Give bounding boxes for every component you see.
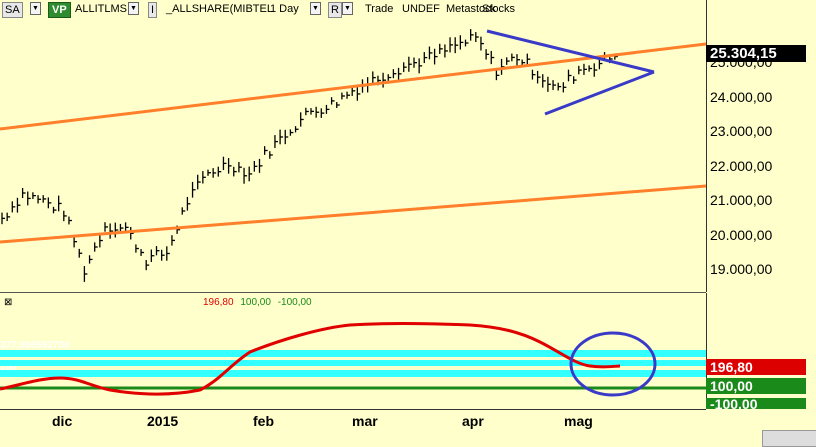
r-button[interactable]: R (328, 2, 342, 18)
triangle-upper-line[interactable] (486, 29, 655, 74)
oscillator-header: ⊠ 196,80 100,00 -100,00 (4, 297, 312, 308)
upper-trendline[interactable] (0, 42, 706, 131)
time-label: mar (352, 413, 378, 429)
osc-overlay-text-2: 100 (0, 362, 17, 373)
symbol-label[interactable]: ALLITLMS (75, 3, 127, 15)
r-dropdown-icon[interactable]: ▼ (342, 2, 353, 16)
lower-trendline[interactable] (0, 184, 706, 244)
osc-upper-badge: 100,00 (706, 378, 806, 394)
osc-value-badge: 196,80 (706, 359, 806, 375)
osc-band-mid (0, 360, 706, 366)
oscillator-close-icon[interactable]: ⊠ (4, 297, 13, 308)
i-button[interactable]: I (148, 2, 158, 18)
price-tick-label: 21.000,00 (710, 192, 773, 208)
compare-symbol-label[interactable]: _ALLSHARE(MIBTEL (166, 3, 273, 15)
osc-header-upper: 100,00 (240, 297, 271, 308)
timeframe-dropdown-icon[interactable]: ▼ (310, 2, 321, 16)
trade-label: Trade (365, 3, 394, 15)
time-label: mag (564, 413, 593, 429)
price-tick-label: 20.000,00 (710, 226, 773, 243)
price-tick-label: 22.000,00 (710, 157, 773, 174)
price-axis (706, 0, 816, 292)
undef-label: UNDEF (402, 3, 440, 15)
last-price-badge: 25.304,15 (706, 45, 806, 62)
price-tick-label: 23.000,00 (710, 123, 773, 139)
timeframe-label[interactable]: 1 Day (270, 3, 299, 15)
sa-dropdown-icon[interactable]: ▼ (30, 2, 41, 16)
price-tick-label: 19.000,00 (710, 261, 773, 277)
time-label: 2015 (147, 413, 179, 429)
osc-band-low (0, 370, 706, 377)
price-tick-label: 24.000,00 (710, 88, 773, 105)
time-axis (0, 409, 706, 446)
osc-overlay-text-1: 377,936592704 (0, 340, 70, 351)
triangle-lower-line[interactable] (544, 70, 655, 116)
vp-button[interactable]: VP (48, 2, 71, 18)
osc-header-value: 196,80 (202, 297, 234, 308)
osc-lower-badge: -100,00 (706, 398, 806, 409)
osc-band-top (0, 350, 706, 357)
time-label: apr (462, 413, 484, 429)
osc-header-lower: -100,00 (277, 297, 312, 308)
osc-line (0, 322, 621, 396)
pane-divider[interactable] (0, 292, 706, 293)
chart-canvas (0, 29, 706, 397)
time-label: feb (253, 413, 274, 429)
oscillator-axis (706, 293, 816, 409)
source-label: Metastock (446, 3, 497, 15)
horizontal-scrollbar[interactable] (762, 430, 816, 447)
annotation-circle[interactable] (569, 331, 657, 397)
type-label: Stocks (482, 3, 516, 15)
sa-button[interactable]: SA (2, 2, 23, 18)
symbol-dropdown-icon[interactable]: ▼ (128, 2, 139, 16)
chart-toolbar: SA ▼ VP ALLITLMS ▼ I _ALLSHARE(MIBTEL 1 … (0, 0, 706, 18)
time-label: dic (52, 413, 73, 429)
